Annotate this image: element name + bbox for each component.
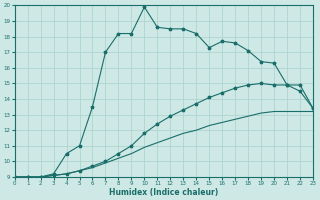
- X-axis label: Humidex (Indice chaleur): Humidex (Indice chaleur): [109, 188, 219, 197]
